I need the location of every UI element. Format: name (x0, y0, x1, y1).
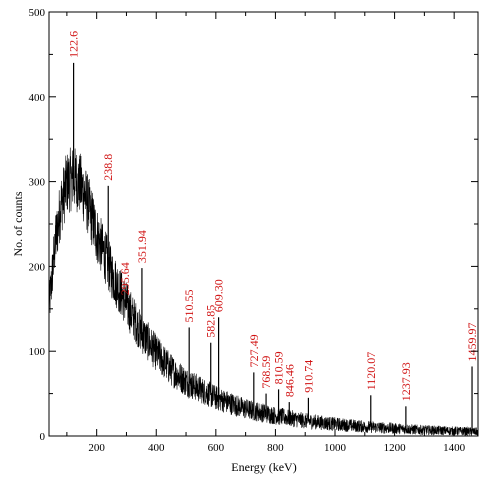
y-tick-label-4: 400 (29, 92, 46, 104)
y-tick-label-2: 200 (29, 261, 46, 273)
x-axis-title: Energy (keV) (231, 460, 296, 474)
peak-label-13: 1237.93 (399, 362, 413, 401)
peak-label-6: 609.30 (212, 279, 226, 312)
x-tick-label-6: 1400 (443, 442, 466, 454)
peak-label-0: 122.6 (67, 31, 81, 58)
y-tick-label-0: 0 (40, 431, 46, 443)
peak-label-2: 295.64 (118, 262, 132, 295)
x-tick-label-5: 1200 (384, 442, 407, 454)
y-tick-label-5: 500 (29, 7, 46, 19)
peak-label-4: 510.55 (182, 290, 196, 323)
x-tick-label-4: 1000 (324, 442, 347, 454)
axes: 0 100 200 300 400 500 200 400 600 800 1000 1200 1400 (29, 7, 479, 454)
peak-label-12: 1120.07 (364, 352, 378, 391)
peak-label-10: 846.46 (282, 364, 296, 397)
peak-label-11: 910.74 (301, 360, 315, 393)
peak-label-8: 768.59 (259, 356, 273, 389)
peak-label-7: 727.49 (247, 334, 261, 367)
peak-label-14: 1459.97 (465, 323, 479, 362)
y-tick-label-3: 300 (29, 177, 46, 189)
peak-label-1: 238.8 (101, 154, 115, 181)
spectrum-trace (49, 147, 478, 436)
y-axis-title: No. of counts (11, 191, 25, 256)
peak-label-5: 582.85 (204, 305, 218, 338)
x-tick-label-0: 200 (88, 442, 105, 454)
y-tick-label-1: 100 (29, 346, 46, 358)
x-tick-label-3: 800 (267, 442, 284, 454)
x-tick-label-2: 600 (208, 442, 225, 454)
peak-label-3: 351.94 (135, 230, 149, 263)
peak-label-9: 810.59 (272, 351, 286, 384)
x-tick-label-1: 400 (148, 442, 165, 454)
plot-area (49, 62, 478, 436)
